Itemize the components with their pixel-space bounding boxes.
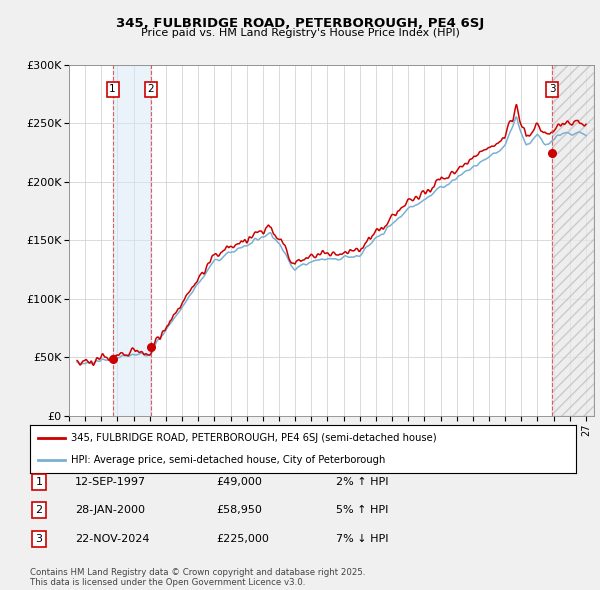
Text: 22-NOV-2024: 22-NOV-2024: [75, 534, 149, 543]
Bar: [552, 65, 594, 416]
Text: £58,950: £58,950: [216, 506, 262, 515]
Text: 12-SEP-1997: 12-SEP-1997: [75, 477, 146, 487]
Text: 1: 1: [109, 84, 116, 94]
Text: 28-JAN-2000: 28-JAN-2000: [75, 506, 145, 515]
Text: 1: 1: [35, 477, 43, 487]
Text: £225,000: £225,000: [216, 534, 269, 543]
Bar: [113, 65, 151, 416]
Text: HPI: Average price, semi-detached house, City of Peterborough: HPI: Average price, semi-detached house,…: [71, 455, 385, 465]
Text: 3: 3: [35, 534, 43, 543]
Text: 345, FULBRIDGE ROAD, PETERBOROUGH, PE4 6SJ (semi-detached house): 345, FULBRIDGE ROAD, PETERBOROUGH, PE4 6…: [71, 433, 437, 443]
Text: 7% ↓ HPI: 7% ↓ HPI: [336, 534, 389, 543]
Text: 5% ↑ HPI: 5% ↑ HPI: [336, 506, 388, 515]
Text: 2: 2: [148, 84, 154, 94]
Text: 3: 3: [548, 84, 556, 94]
Text: 2% ↑ HPI: 2% ↑ HPI: [336, 477, 389, 487]
Text: 345, FULBRIDGE ROAD, PETERBOROUGH, PE4 6SJ: 345, FULBRIDGE ROAD, PETERBOROUGH, PE4 6…: [116, 17, 484, 30]
Text: Price paid vs. HM Land Registry's House Price Index (HPI): Price paid vs. HM Land Registry's House …: [140, 28, 460, 38]
Text: £49,000: £49,000: [216, 477, 262, 487]
Text: 2: 2: [35, 506, 43, 515]
Text: Contains HM Land Registry data © Crown copyright and database right 2025.
This d: Contains HM Land Registry data © Crown c…: [30, 568, 365, 587]
